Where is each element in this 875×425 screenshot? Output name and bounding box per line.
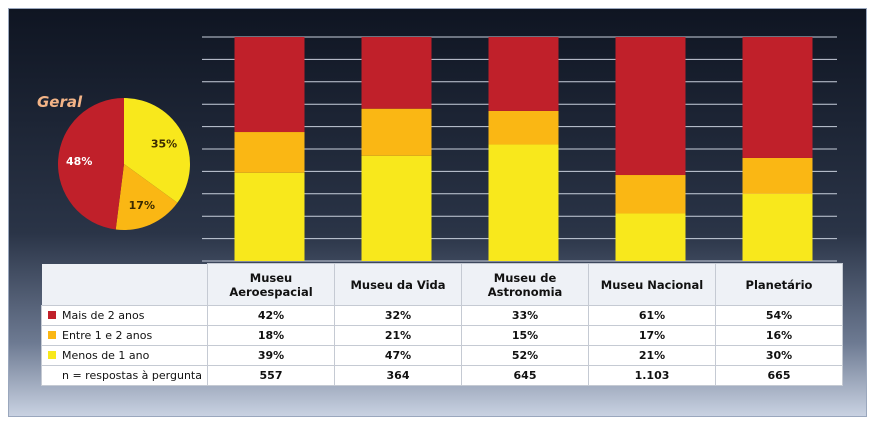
legend-swatch <box>48 311 56 319</box>
table-cell: 21% <box>588 345 716 366</box>
pie-slice-label: 35% <box>151 138 177 151</box>
table-cell: 54% <box>715 305 843 326</box>
chart-panel: Geral 35% 17% 48% Museu Aeroespacial Museu… <box>8 8 867 417</box>
column-header: Museu da Vida <box>334 263 462 306</box>
bar-segment <box>742 193 813 261</box>
bar-segment <box>488 144 559 261</box>
table-cell: 364 <box>334 365 462 386</box>
bar-segment <box>615 213 686 261</box>
n-label: n = respostas à pergunta <box>41 365 208 386</box>
table-cell: 33% <box>461 305 589 326</box>
pie-title: Geral <box>37 93 83 111</box>
pie-slice-label: 17% <box>129 199 155 212</box>
table-cell: 16% <box>715 325 843 346</box>
bar-segment <box>234 37 305 133</box>
table-cell: 645 <box>461 365 589 386</box>
pie-slice <box>57 98 124 230</box>
table-cell: 47% <box>334 345 462 366</box>
table-cell: 21% <box>334 325 462 346</box>
bar-segment <box>234 132 305 173</box>
table-row: Mais de 2 anos 42% 32% 33% 61% 54% <box>41 305 843 326</box>
legend-entry-menos: Menos de 1 ano <box>41 345 208 366</box>
bar-segment <box>234 172 305 261</box>
table-row: Menos de 1 ano 39% 47% 52% 21% 30% <box>41 345 843 366</box>
table-header-row: Museu Aeroespacial Museu da Vida Museu d… <box>41 263 843 306</box>
table-cell: 61% <box>588 305 716 326</box>
table-cell: 42% <box>207 305 335 326</box>
column-header: Planetário <box>715 263 843 306</box>
column-header: Museu de Astronomia <box>461 263 589 306</box>
bar-segment <box>742 37 813 158</box>
pie-slice <box>124 98 191 203</box>
bar-segment <box>361 108 432 156</box>
table-cell: 665 <box>715 365 843 386</box>
legend-swatch <box>48 351 56 359</box>
table-cell: 39% <box>207 345 335 366</box>
legend-swatch <box>48 331 56 339</box>
table-cell: 18% <box>207 325 335 346</box>
bar-segment <box>361 37 432 109</box>
data-table: Museu Aeroespacial Museu da Vida Museu d… <box>41 263 843 386</box>
table-cell: 17% <box>588 325 716 346</box>
table-row: Entre 1 e 2 anos 18% 21% 15% 17% 16% <box>41 325 843 346</box>
table-cell: 15% <box>461 325 589 346</box>
table-cell: 557 <box>207 365 335 386</box>
bar-segment <box>615 175 686 214</box>
table-cell: 32% <box>334 305 462 326</box>
table-cell: 52% <box>461 345 589 366</box>
pie-slice <box>115 164 178 230</box>
legend-entry-mais: Mais de 2 anos <box>41 305 208 326</box>
stacked-bar-chart <box>202 36 837 262</box>
column-header: Museu Nacional <box>588 263 716 306</box>
table-row: n = respostas à pergunta 557 364 645 1.1… <box>41 365 843 386</box>
bar-segment <box>742 157 813 194</box>
table-cell: 30% <box>715 345 843 366</box>
legend-entry-entre: Entre 1 e 2 anos <box>41 325 208 346</box>
bar-segment <box>361 155 432 261</box>
column-header: Museu Aeroespacial <box>207 263 335 306</box>
bar-segment <box>488 110 559 145</box>
pie-slice-label: 48% <box>66 155 92 168</box>
bar-segment <box>488 37 559 111</box>
pie-chart: 35% 17% 48% <box>57 98 191 230</box>
table-cell: 1.103 <box>588 365 716 386</box>
bar-segment <box>615 37 686 176</box>
